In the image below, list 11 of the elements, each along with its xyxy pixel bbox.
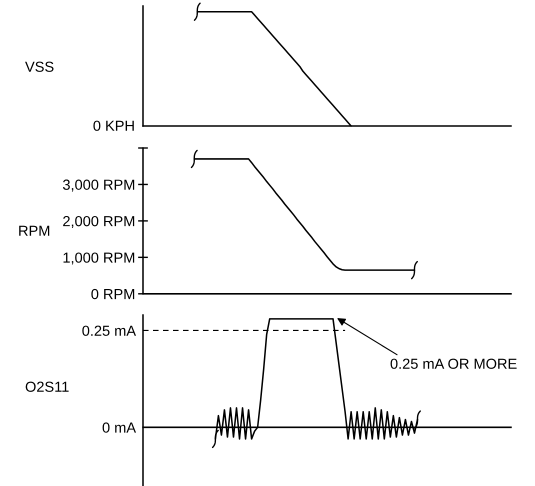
text: 0 KPH bbox=[93, 120, 134, 131]
y-tick-label: 0.25 mA bbox=[82, 326, 136, 336]
y-tick-label: 0 mA bbox=[102, 422, 136, 433]
y-axis-title: VSS bbox=[25, 62, 54, 72]
y-tick-label: 0 RPM bbox=[91, 288, 134, 300]
y-tick-label: 2,000 RPM bbox=[63, 216, 134, 228]
y-tick-label: 1,000 RPM bbox=[64, 252, 134, 264]
y-axis-title: O2S11 bbox=[26, 382, 69, 392]
annotation: 0.25 mA OR MORE bbox=[390, 358, 517, 369]
y-axis-title: RPM bbox=[19, 226, 50, 236]
y-tick-label: 3,000 RPM bbox=[62, 180, 134, 192]
